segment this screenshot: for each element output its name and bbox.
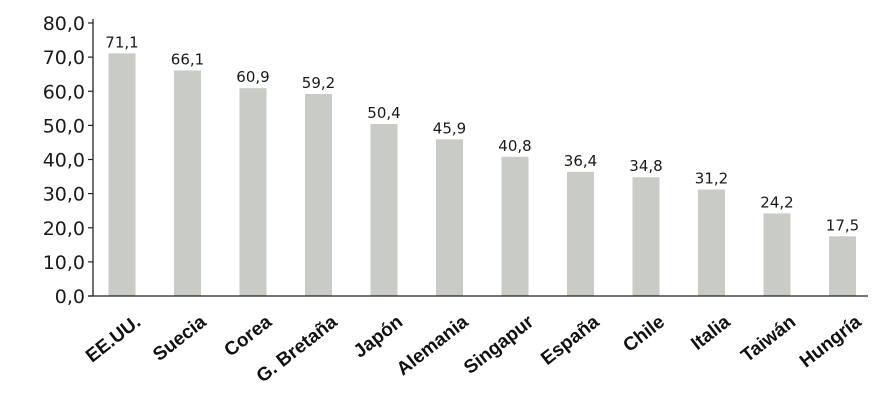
bars — [108, 53, 856, 297]
bar — [108, 53, 136, 297]
bar — [370, 124, 398, 296]
y-tick-label: 20,0 — [43, 218, 85, 240]
bar — [305, 93, 332, 296]
data-label: 59,2 — [302, 74, 335, 92]
y-tick-label: 50,0 — [43, 115, 85, 137]
data-label: 34,8 — [629, 157, 662, 175]
bar — [632, 177, 660, 296]
bar — [567, 171, 594, 296]
data-label: 66,1 — [171, 50, 204, 68]
y-axis-ticks: 0,0 10,0 20,0 30,0 40,0 50,0 60,0 70,0 80,0 — [43, 13, 93, 308]
x-tick-label: Hungría — [796, 311, 866, 372]
data-label: 45,9 — [433, 119, 466, 137]
x-tick-label: Alemania — [393, 311, 473, 380]
y-tick-label: 10,0 — [43, 252, 85, 274]
y-tick-label: 40,0 — [43, 150, 85, 172]
x-tick-label: Singapur — [460, 311, 538, 379]
x-tick-label: Suecia — [149, 311, 211, 366]
x-tick-label: Taiwán — [737, 311, 800, 366]
y-tick-label: 70,0 — [43, 47, 85, 69]
x-tick-label: EE.UU. — [82, 311, 145, 367]
x-tick-label: Japón — [350, 311, 407, 362]
data-label: 50,4 — [367, 104, 400, 122]
bar — [829, 236, 856, 296]
bar — [239, 88, 267, 297]
y-tick-label: 80,0 — [43, 13, 85, 35]
bar — [436, 139, 463, 296]
bar — [174, 70, 201, 296]
data-label: 17,5 — [826, 216, 859, 234]
data-label: 71,1 — [105, 33, 138, 51]
data-label: 31,2 — [695, 170, 728, 188]
y-tick-label: 0,0 — [55, 286, 85, 308]
data-label: 40,8 — [498, 137, 531, 155]
y-tick-label: 60,0 — [43, 81, 85, 103]
data-label: 60,9 — [236, 68, 269, 86]
y-tick-label: 30,0 — [43, 184, 85, 206]
bar — [698, 189, 725, 296]
data-label: 24,2 — [760, 193, 793, 211]
data-labels: 71,1 66,1 60,9 59,2 50,4 45,9 40,8 36,4 34,8 31,2… — [105, 33, 859, 234]
x-tick-label: Italia — [687, 311, 734, 354]
bar — [763, 213, 791, 296]
data-label: 36,4 — [564, 152, 597, 170]
x-tick-label: Corea — [221, 311, 277, 361]
bar — [501, 156, 529, 296]
x-tick-label: España — [537, 311, 604, 369]
x-tick-label: Chile — [619, 311, 669, 356]
